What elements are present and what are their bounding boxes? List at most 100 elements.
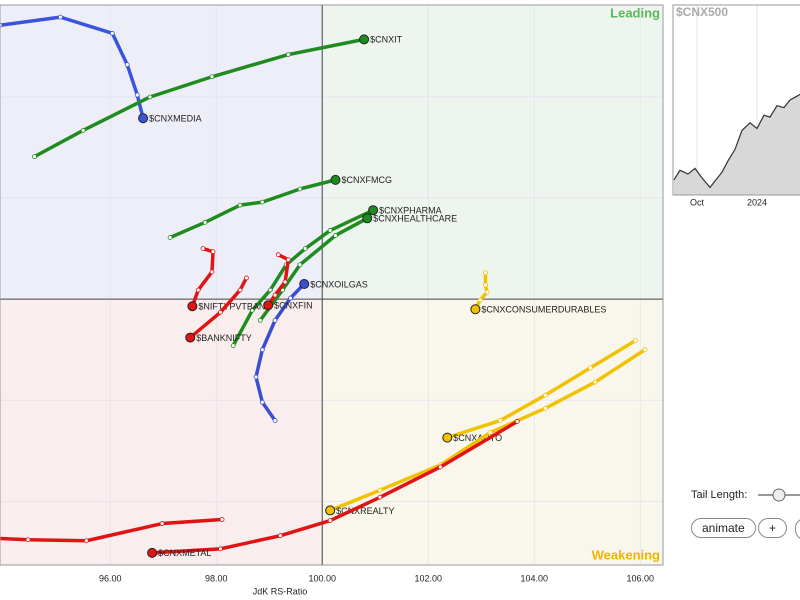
- quadrant-improving: [0, 5, 323, 300]
- tail-marker: [587, 365, 593, 371]
- tail: [32, 37, 366, 159]
- tail-marker: [477, 297, 483, 303]
- series-label: $BANKNIFTY: [196, 333, 252, 343]
- head-marker: [263, 300, 274, 311]
- tail-marker: [297, 262, 303, 268]
- tail-marker: [32, 154, 37, 160]
- series-label: $CNXREALTY: [336, 506, 394, 516]
- head-marker: [362, 213, 373, 224]
- tail-marker: [285, 52, 291, 57]
- tail-marker: [257, 317, 263, 323]
- tail-marker: [230, 343, 236, 349]
- tail-marker: [333, 233, 338, 238]
- x-tick-label: 98.00: [205, 573, 228, 583]
- animate-button[interactable]: animate: [691, 518, 756, 538]
- tail-marker: [642, 347, 648, 353]
- quadrant-label: Weakening: [592, 547, 660, 562]
- series-label: $CNXPHARMA: [379, 206, 442, 216]
- tail: [0, 15, 145, 120]
- tail-marker: [167, 235, 173, 240]
- tail-marker: [209, 269, 215, 275]
- tail-marker: [487, 430, 493, 435]
- series-label: $NIFTYPVTBANK: [198, 302, 271, 312]
- series-label: $CNXAUTO: [453, 433, 502, 443]
- tail-marker: [259, 347, 265, 353]
- tail-marker: [237, 287, 243, 293]
- series-label: $CNXCONSUMERDURABLES: [481, 305, 606, 315]
- series-label: $CNXOILGAS: [310, 279, 368, 289]
- tail-marker: [134, 92, 140, 98]
- x-tick-label: Oct: [690, 197, 705, 207]
- head-marker: [325, 505, 336, 516]
- head-marker: [470, 304, 481, 315]
- tail-marker: [259, 399, 265, 405]
- plot-border: [0, 4, 664, 566]
- x-tick-label: 2024: [747, 197, 767, 207]
- tail-marker: [542, 392, 548, 398]
- tail-marker: [272, 292, 278, 298]
- head-marker: [368, 205, 379, 216]
- tail-marker: [592, 379, 598, 385]
- tail-marker: [377, 494, 383, 500]
- tail-marker: [249, 307, 255, 313]
- tail-marker: [109, 30, 115, 36]
- tail-marker: [272, 317, 278, 323]
- x-tick-label: 104.00: [520, 573, 548, 583]
- head-marker: [187, 301, 198, 312]
- head-marker: [359, 34, 370, 45]
- tail-marker: [210, 249, 216, 255]
- tail-marker: [83, 538, 89, 544]
- tail-marker: [200, 246, 206, 252]
- tail: [168, 178, 338, 240]
- tail-marker: [633, 338, 638, 343]
- mini-border: [672, 4, 800, 196]
- mini-axis: Oct 2024: [690, 197, 767, 207]
- mini-title: $CNX500: [676, 5, 728, 19]
- tail-marker: [219, 517, 225, 522]
- tail-marker: [202, 219, 208, 225]
- x-tick-label: 106.00: [626, 573, 654, 583]
- tail-marker: [484, 289, 490, 295]
- x-tick-label: 102.00: [414, 573, 442, 583]
- slider-thumb[interactable]: [772, 488, 786, 502]
- x-axis: 96.00 98.00 100.00 102.00 104.00 106.00: [99, 573, 654, 583]
- tail-marker: [80, 127, 86, 133]
- quadrant-label: Leading: [610, 5, 660, 20]
- tail-marker: [147, 94, 153, 100]
- tail-marker: [483, 270, 488, 276]
- tail-marker: [327, 228, 333, 233]
- tail-marker: [253, 374, 259, 380]
- tail-marker: [514, 419, 520, 424]
- tail-marker: [244, 275, 249, 281]
- tail-marker: [272, 418, 278, 423]
- tail-marker: [218, 309, 223, 315]
- tail-length-label: Tail Length:: [691, 489, 747, 501]
- tail-marker: [267, 287, 273, 293]
- plus-button[interactable]: +: [758, 518, 788, 538]
- series-label: $CNXMETAL: [158, 548, 211, 558]
- tail-marker: [497, 418, 503, 423]
- series-label: $CNXHEALTHCARE: [373, 214, 457, 224]
- tail-marker: [438, 464, 443, 470]
- tail-marker: [275, 252, 281, 258]
- tail-marker: [277, 533, 283, 539]
- quadrant-leading: [322, 5, 663, 300]
- tail-marker: [159, 521, 165, 526]
- tail: [188, 276, 249, 340]
- tail-marker: [282, 279, 288, 285]
- price-line: [673, 93, 800, 189]
- series-label: $CNXFMCG: [341, 175, 392, 185]
- tail-marker: [377, 487, 383, 493]
- head-marker: [138, 113, 149, 124]
- series-label: $CNXMEDIA: [149, 114, 202, 124]
- mini-chart: $CNX500: [673, 5, 800, 195]
- head-marker: [330, 174, 341, 185]
- tail-marker: [542, 405, 548, 411]
- quadrant-lagging: [0, 299, 323, 565]
- x-axis-label: JdK RS-Ratio: [253, 586, 308, 596]
- tail-marker: [58, 14, 63, 20]
- tail-marker: [218, 546, 223, 552]
- head-marker: [147, 547, 158, 558]
